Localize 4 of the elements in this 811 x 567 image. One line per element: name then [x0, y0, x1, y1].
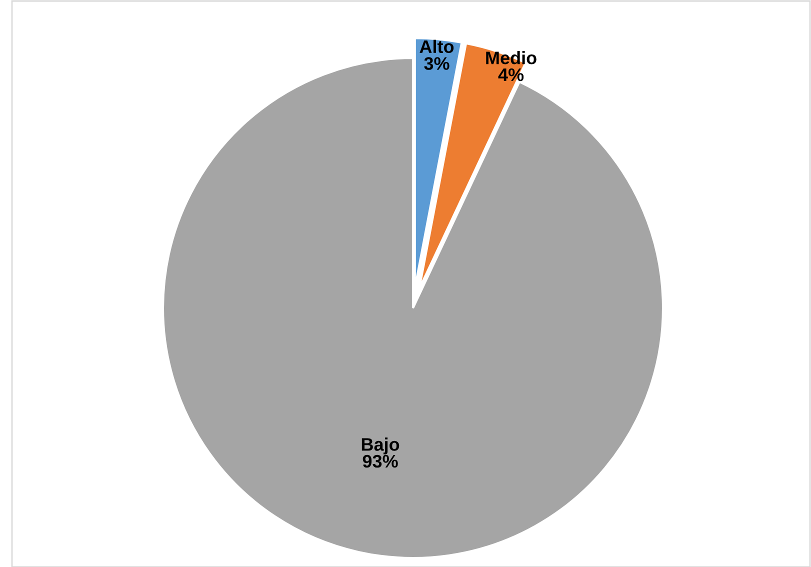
slice-label: Bajo [362, 438, 400, 454]
slice-label: Alto [420, 40, 454, 54]
data-label: 93% [362, 454, 398, 468]
data-label: 3% [424, 57, 450, 70]
